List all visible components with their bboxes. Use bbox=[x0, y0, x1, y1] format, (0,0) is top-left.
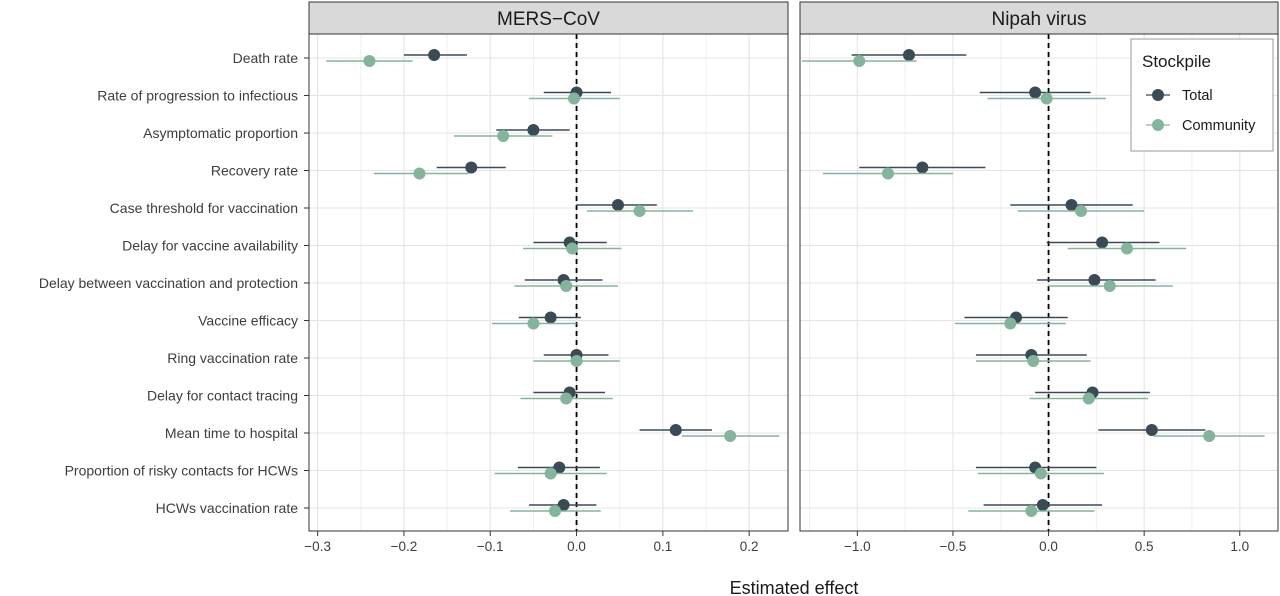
x-axis-title: Estimated effect bbox=[730, 578, 859, 596]
y-tick-label: Delay for contact tracing bbox=[147, 388, 298, 404]
y-tick-label: Proportion of risky contacts for HCWs bbox=[65, 463, 298, 479]
point-total bbox=[1029, 86, 1042, 99]
point-community bbox=[1027, 355, 1040, 367]
point-community bbox=[560, 280, 573, 292]
point-community bbox=[567, 92, 580, 105]
legend-label-total: Total bbox=[1182, 88, 1213, 104]
y-tick-label: Delay for vaccine availability bbox=[122, 238, 298, 254]
point-community bbox=[527, 317, 540, 330]
point-community bbox=[724, 430, 737, 442]
y-tick-label: Recovery rate bbox=[211, 163, 298, 179]
point-community bbox=[1103, 280, 1116, 292]
data-marks bbox=[801, 49, 1265, 517]
x-axis: −1.0 −0.5 0.0 0.5 1.0 bbox=[844, 531, 1249, 554]
x-tick-label: −1.0 bbox=[844, 539, 871, 554]
grid-lines bbox=[309, 34, 788, 531]
point-total bbox=[1036, 499, 1049, 511]
panel-title: Nipah virus bbox=[991, 9, 1086, 30]
strip-background bbox=[308, 1, 789, 35]
point-total bbox=[902, 49, 915, 61]
point-total bbox=[553, 461, 566, 474]
legend-entry-total: Total bbox=[1146, 88, 1213, 104]
point-community bbox=[560, 392, 573, 405]
y-tick-label: Asymptomatic proportion bbox=[143, 125, 298, 141]
legend-point-community bbox=[1152, 119, 1164, 131]
x-tick-label: −0.1 bbox=[477, 539, 504, 554]
y-tick-label: Mean time to hospital bbox=[165, 425, 298, 441]
legend-point-total bbox=[1152, 89, 1164, 101]
point-total bbox=[1145, 424, 1158, 436]
point-community bbox=[497, 130, 510, 142]
point-total bbox=[1065, 199, 1078, 211]
y-tick-label: Rate of progression to infectious bbox=[97, 88, 298, 104]
x-tick-label: −0.5 bbox=[940, 539, 967, 554]
point-community bbox=[413, 167, 426, 180]
point-total bbox=[1088, 274, 1101, 286]
point-total bbox=[1096, 236, 1109, 249]
x-tick-label: −0.2 bbox=[391, 539, 418, 554]
point-total bbox=[557, 499, 570, 511]
point-community bbox=[544, 467, 557, 480]
x-tick-label: 0.0 bbox=[1039, 539, 1058, 554]
strip-background bbox=[799, 1, 1279, 35]
plot-border bbox=[799, 33, 1279, 532]
point-community bbox=[1120, 242, 1133, 255]
y-axis-labels: Death rate Rate of progression to infecti… bbox=[39, 50, 309, 516]
point-community bbox=[1082, 392, 1095, 405]
data-marks bbox=[326, 49, 780, 517]
y-tick-label: Vaccine efficacy bbox=[198, 313, 298, 329]
x-tick-label: 0.2 bbox=[740, 539, 759, 554]
grid-lines bbox=[800, 34, 1278, 531]
point-total bbox=[669, 424, 682, 436]
y-tick-label: Death rate bbox=[233, 50, 299, 66]
x-tick-label: 0.0 bbox=[567, 539, 586, 554]
point-community bbox=[633, 205, 646, 217]
point-community bbox=[1025, 505, 1038, 517]
x-tick-label: 1.0 bbox=[1230, 539, 1249, 554]
point-total bbox=[544, 311, 557, 324]
point-total bbox=[527, 124, 540, 136]
panel-nipah-virus: Nipah virus −1.0 −0.5 0.0 0.5 1.0 bbox=[799, 1, 1279, 554]
panel-title: MERS−CoV bbox=[497, 9, 600, 30]
point-total bbox=[428, 49, 441, 61]
x-axis: −0.3 −0.2 −0.1 0.0 0.1 0.2 bbox=[304, 531, 759, 554]
point-community bbox=[363, 55, 376, 67]
legend: Stockpile Total Community bbox=[1130, 38, 1274, 152]
point-community bbox=[1040, 92, 1053, 105]
x-tick-label: −0.3 bbox=[304, 539, 331, 554]
legend-entry-community: Community bbox=[1146, 118, 1256, 134]
y-tick-label: Delay between vaccination and protection bbox=[39, 275, 298, 291]
point-community bbox=[1075, 205, 1088, 217]
point-community bbox=[881, 167, 894, 180]
y-tick-label: Case threshold for vaccination bbox=[110, 200, 298, 216]
point-community bbox=[548, 505, 561, 517]
point-community bbox=[566, 242, 579, 255]
y-tick-label: HCWs vaccination rate bbox=[156, 500, 299, 516]
point-total bbox=[465, 161, 478, 174]
legend-label-community: Community bbox=[1182, 118, 1256, 134]
point-community bbox=[1203, 430, 1216, 442]
panel-mers-cov: MERS−CoV −0.3 −0.2 −0.1 0.0 0.1 0.2 bbox=[304, 1, 789, 554]
point-community bbox=[1004, 317, 1017, 330]
point-total bbox=[916, 161, 929, 174]
point-community bbox=[570, 355, 583, 367]
y-tick-label: Ring vaccination rate bbox=[167, 350, 298, 366]
x-tick-label: 0.5 bbox=[1135, 539, 1154, 554]
point-total bbox=[611, 199, 624, 211]
legend-title: Stockpile bbox=[1142, 52, 1211, 71]
x-tick-label: 0.1 bbox=[653, 539, 672, 554]
point-community bbox=[1034, 467, 1047, 480]
point-community bbox=[853, 55, 866, 67]
